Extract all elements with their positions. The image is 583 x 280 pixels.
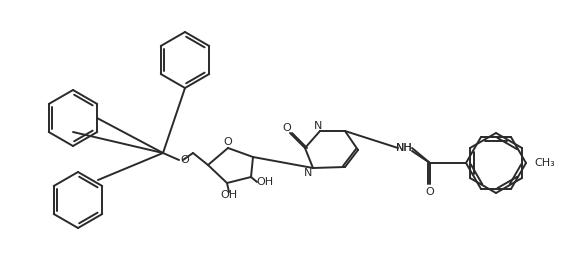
Text: CH₃: CH₃	[534, 158, 555, 168]
Text: O: O	[283, 123, 292, 133]
Text: NH: NH	[396, 143, 412, 153]
Text: O: O	[181, 155, 189, 165]
Text: OH: OH	[257, 177, 273, 187]
Text: N: N	[314, 121, 322, 131]
Text: OH: OH	[220, 190, 237, 200]
Text: O: O	[426, 187, 434, 197]
Text: NH: NH	[396, 143, 412, 153]
Text: N: N	[304, 168, 312, 178]
Text: O: O	[224, 137, 233, 147]
